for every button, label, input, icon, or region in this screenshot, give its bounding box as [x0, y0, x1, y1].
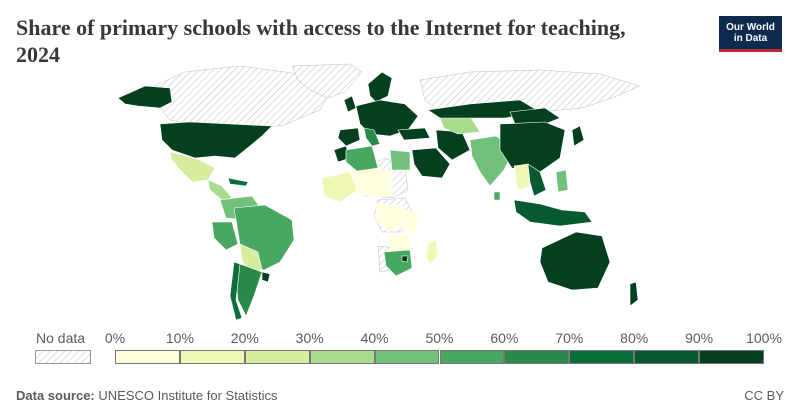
region-usa[interactable]: [159, 121, 273, 159]
region-china[interactable]: [499, 121, 566, 173]
legend-bin[interactable]: [244, 350, 310, 364]
region-japan[interactable]: [571, 125, 585, 147]
license[interactable]: CC BY: [744, 388, 784, 403]
region-italy-balkans[interactable]: [363, 127, 381, 147]
region-central-america[interactable]: [207, 179, 233, 201]
legend-tick-label: 20%: [230, 330, 259, 346]
region-egypt[interactable]: [389, 149, 411, 171]
legend-tick-label: 30%: [295, 330, 324, 346]
region-west-africa[interactable]: [321, 171, 359, 203]
region-eswatini[interactable]: [401, 255, 409, 263]
region-algeria[interactable]: [345, 145, 379, 173]
greenland-region: [291, 63, 363, 99]
region-saudi-arabia[interactable]: [411, 147, 451, 179]
data-source-text[interactable]: UNESCO Institute for Statistics: [98, 388, 278, 403]
region-tanzania[interactable]: [403, 209, 419, 233]
legend-bin[interactable]: [634, 350, 700, 364]
data-source-label: Data source:: [16, 388, 95, 403]
logo-line-1: Our World: [726, 22, 775, 33]
legend-bin[interactable]: [374, 350, 440, 364]
region-se-asia[interactable]: [527, 163, 547, 197]
region-chile[interactable]: [229, 261, 243, 321]
legend-tick-label: 40%: [360, 330, 389, 346]
legend-no-data-label: No data: [36, 330, 86, 346]
legend-tick-label: 0%: [104, 330, 126, 346]
region-indonesia[interactable]: [513, 199, 593, 227]
legend-no-data-swatch: [35, 350, 91, 364]
region-australia[interactable]: [539, 231, 611, 291]
legend-tick-label: 60%: [490, 330, 519, 346]
legend-tick-label: 100%: [746, 330, 782, 346]
region-mongolia[interactable]: [509, 107, 561, 127]
region-argentina[interactable]: [235, 263, 263, 317]
owid-logo[interactable]: Our World in Data: [719, 16, 782, 52]
region-mexico[interactable]: [169, 151, 216, 183]
region-iberia[interactable]: [337, 127, 361, 147]
legend-tick-label: 10%: [165, 330, 194, 346]
legend-tick-label: 50%: [425, 330, 454, 346]
canada-region: [149, 65, 331, 129]
world-map: [117, 63, 641, 321]
legend-bin[interactable]: [309, 350, 375, 364]
region-uk-ireland[interactable]: [343, 95, 357, 113]
region-madagascar[interactable]: [425, 239, 439, 265]
legend-bin[interactable]: [179, 350, 245, 364]
legend-bin[interactable]: [569, 350, 635, 364]
region-alaska[interactable]: [117, 85, 173, 109]
legend-tick-label: 70%: [555, 330, 584, 346]
region-south-africa[interactable]: [383, 249, 413, 277]
region-sri-lanka[interactable]: [493, 191, 501, 201]
chart-title: Share of primary schools with access to …: [16, 15, 626, 67]
legend-bin[interactable]: [439, 350, 505, 364]
region-thailand-laos[interactable]: [513, 163, 531, 191]
region-peru[interactable]: [211, 221, 239, 251]
region-niger-chad[interactable]: [349, 167, 393, 199]
legend-bin[interactable]: [699, 350, 764, 364]
region-layer: [117, 71, 639, 321]
data-source: Data source: UNESCO Institute for Statis…: [16, 388, 278, 403]
legend-tick-label: 80%: [620, 330, 649, 346]
region-uruguay[interactable]: [261, 271, 271, 283]
region-new-zealand[interactable]: [629, 281, 639, 307]
logo-line-2: in Data: [733, 33, 768, 44]
legend-bin[interactable]: [115, 350, 180, 364]
region-turkey[interactable]: [397, 127, 431, 141]
region-philippines[interactable]: [555, 169, 569, 193]
region-caribbean[interactable]: [227, 177, 249, 187]
legend-tick-label: 90%: [685, 330, 714, 346]
region-drc-region[interactable]: [375, 203, 407, 233]
legend-bin[interactable]: [504, 350, 570, 364]
region-scandinavia[interactable]: [367, 71, 393, 103]
